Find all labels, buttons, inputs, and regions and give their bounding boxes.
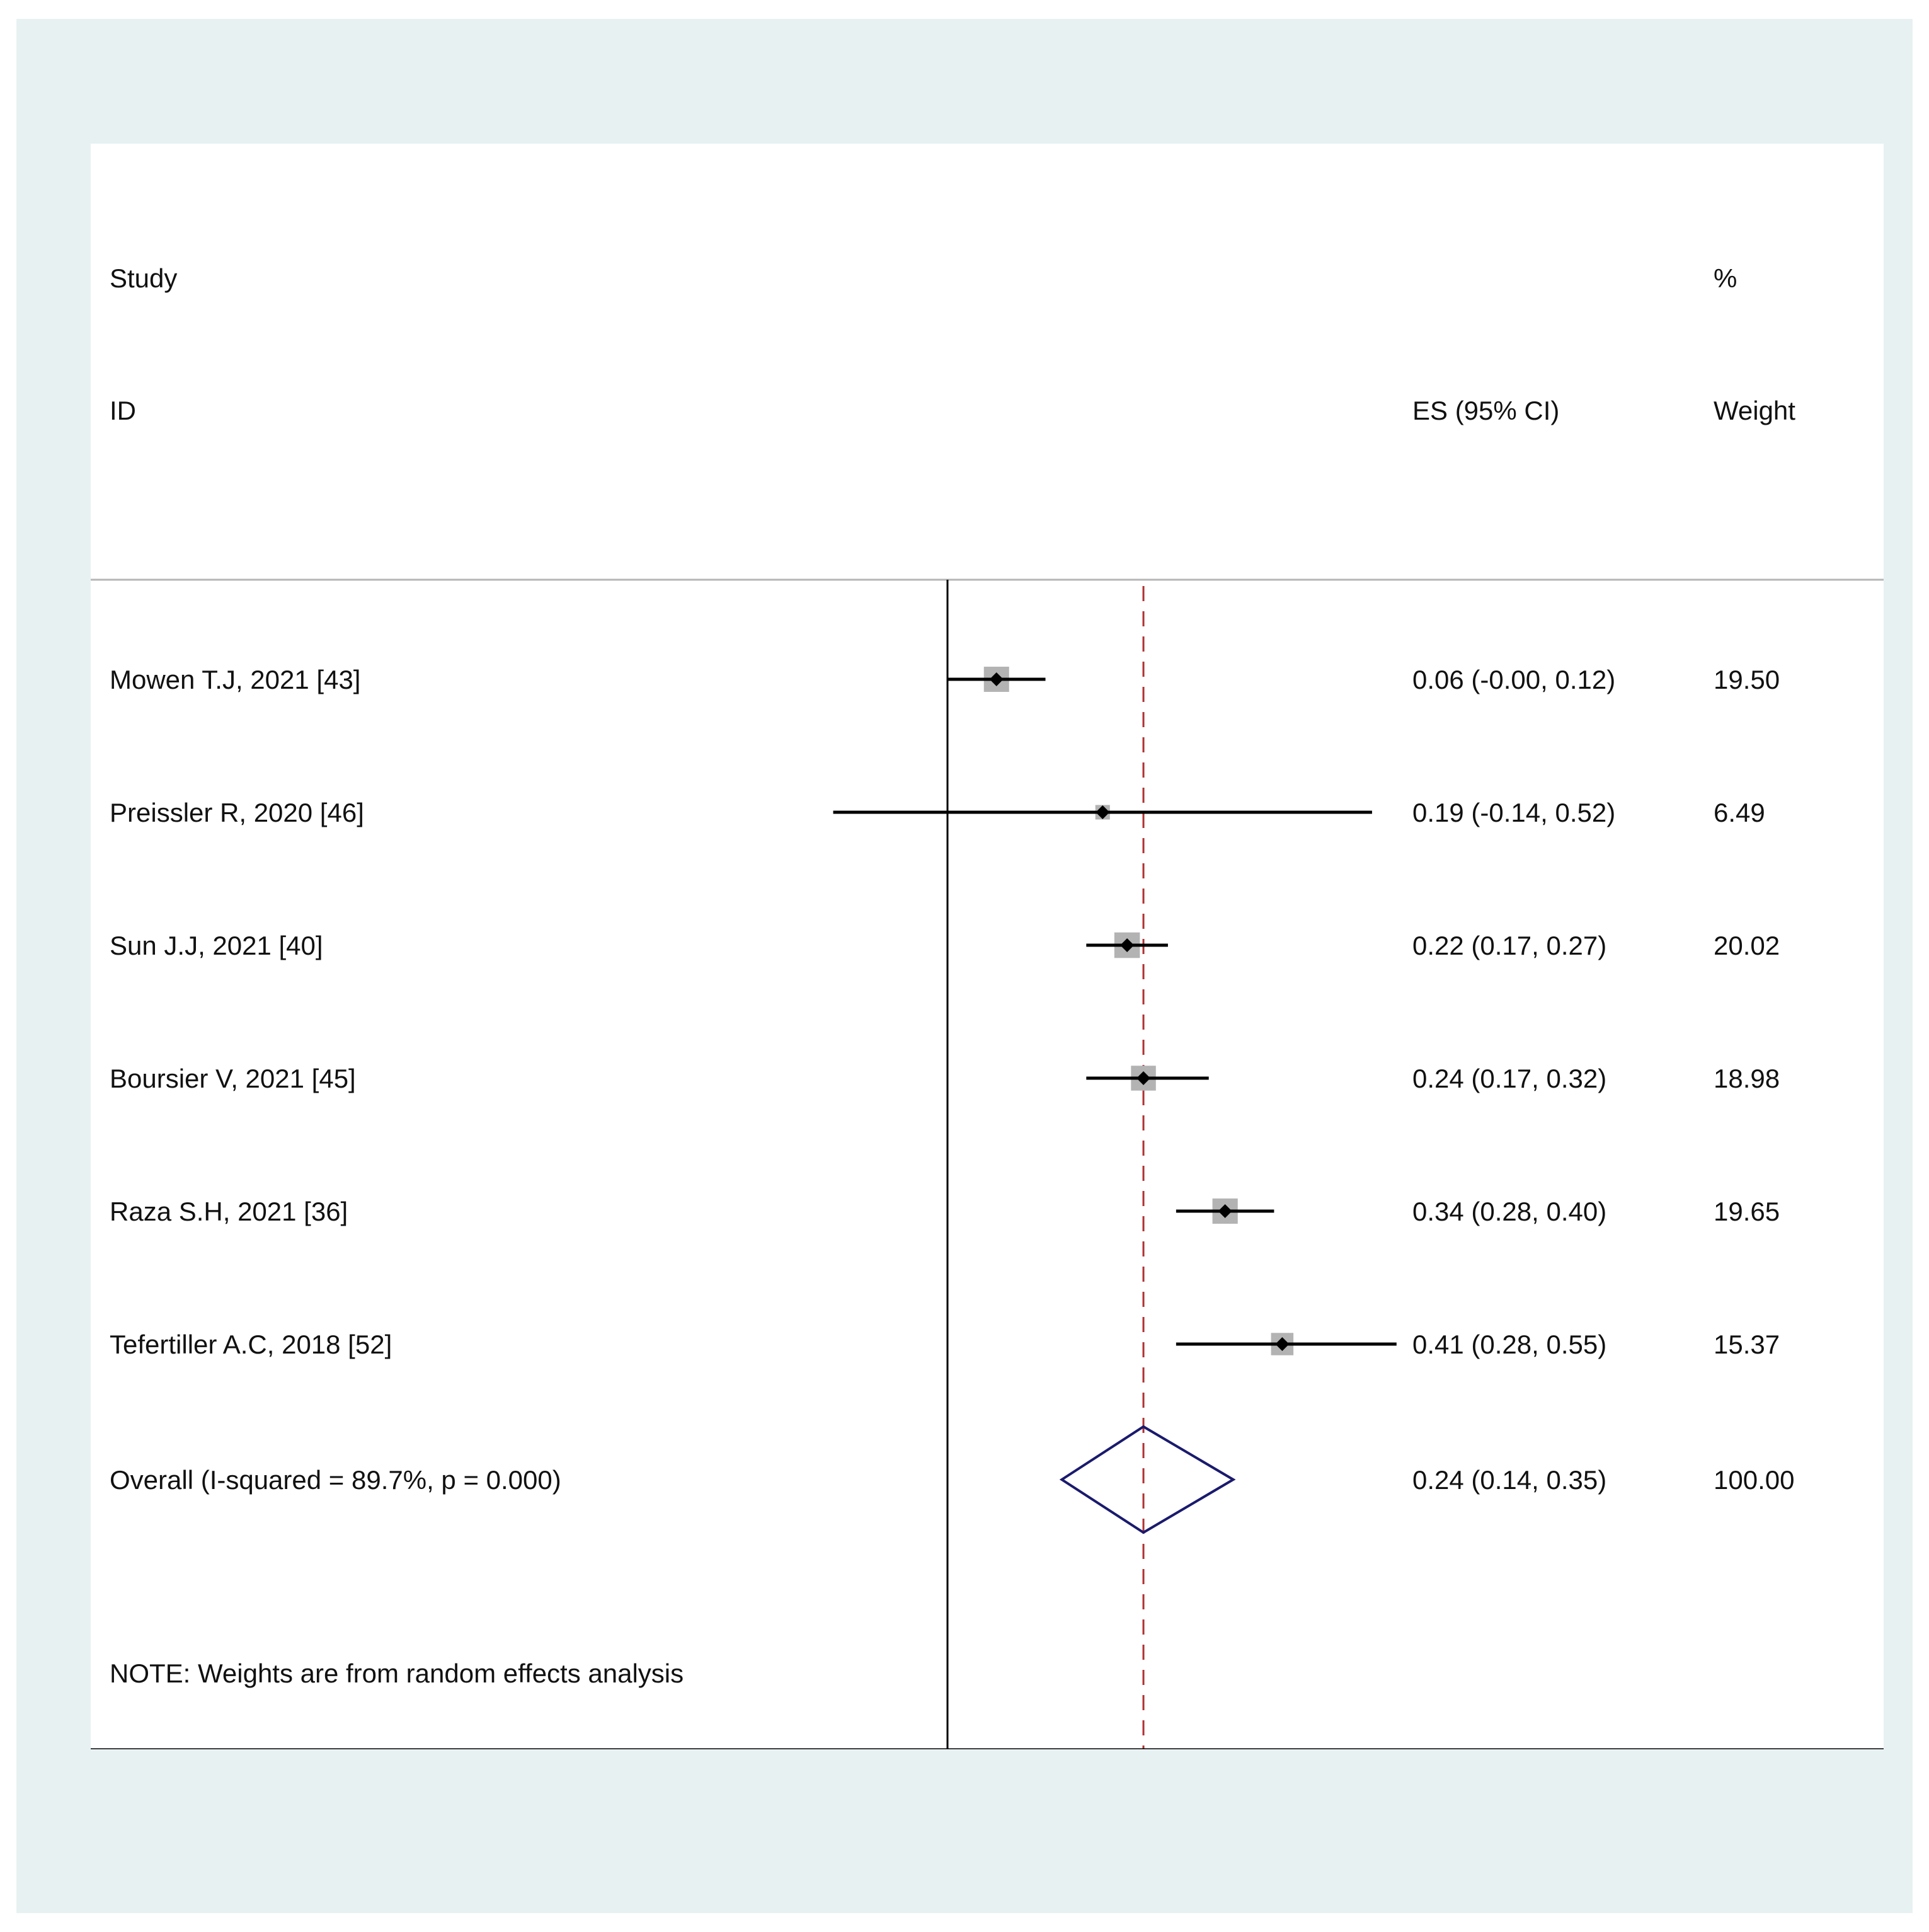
overall-label: Overall (I-squared = 89.7%, p = 0.000) (110, 1465, 561, 1495)
study-label: Boursier V, 2021 [45] (110, 1064, 356, 1093)
study-es-ci: 0.06 (-0.00, 0.12) (1412, 665, 1615, 694)
footnote: NOTE: Weights are from random effects an… (110, 1659, 684, 1688)
study-point-estimate (1096, 805, 1110, 819)
study-label: Sun J.J, 2021 [40] (110, 931, 323, 960)
header-weight: Weight (1714, 396, 1795, 425)
study-weight: 6.49 (1714, 798, 1765, 827)
study-label: Tefertiller A.C, 2018 [52] (110, 1330, 392, 1359)
study-weight: 19.65 (1714, 1197, 1780, 1226)
header-percent: % (1714, 263, 1737, 293)
figure-background: Study ID ES (95% CI) % Weight NOTE: Weig… (16, 19, 1913, 1913)
study-es-ci: 0.22 (0.17, 0.27) (1412, 931, 1606, 960)
overall-es-ci: 0.24 (0.14, 0.35) (1412, 1465, 1606, 1495)
overall-diamond (1059, 1425, 1236, 1534)
study-label: Mowen T.J, 2021 [43] (110, 665, 360, 694)
study-weight: 18.98 (1714, 1064, 1780, 1093)
study-weight: 19.50 (1714, 665, 1780, 694)
header-es: ES (95% CI) (1412, 396, 1559, 425)
overall-weight: 100.00 (1714, 1465, 1794, 1495)
study-point-estimate (1218, 1204, 1232, 1218)
study-es-ci: 0.34 (0.28, 0.40) (1412, 1197, 1606, 1226)
study-es-ci: 0.41 (0.28, 0.55) (1412, 1330, 1606, 1359)
forest-plot: Study ID ES (95% CI) % Weight NOTE: Weig… (91, 263, 1884, 1749)
header-id: ID (110, 396, 136, 425)
study-weight: 20.02 (1714, 931, 1780, 960)
study-es-ci: 0.24 (0.17, 0.32) (1412, 1064, 1606, 1093)
study-point-estimate (1120, 938, 1135, 952)
study-weight: 15.37 (1714, 1330, 1780, 1359)
study-es-ci: 0.19 (-0.14, 0.52) (1412, 798, 1615, 827)
study-point-estimate (989, 672, 1004, 686)
study-point-estimate (1275, 1337, 1290, 1351)
study-label: Raza S.H, 2021 [36] (110, 1197, 348, 1226)
plot-area: Study ID ES (95% CI) % Weight NOTE: Weig… (91, 144, 1884, 1749)
study-point-estimate (1136, 1071, 1151, 1085)
study-label: Preissler R, 2020 [46] (110, 798, 364, 827)
header-study: Study (110, 263, 177, 293)
